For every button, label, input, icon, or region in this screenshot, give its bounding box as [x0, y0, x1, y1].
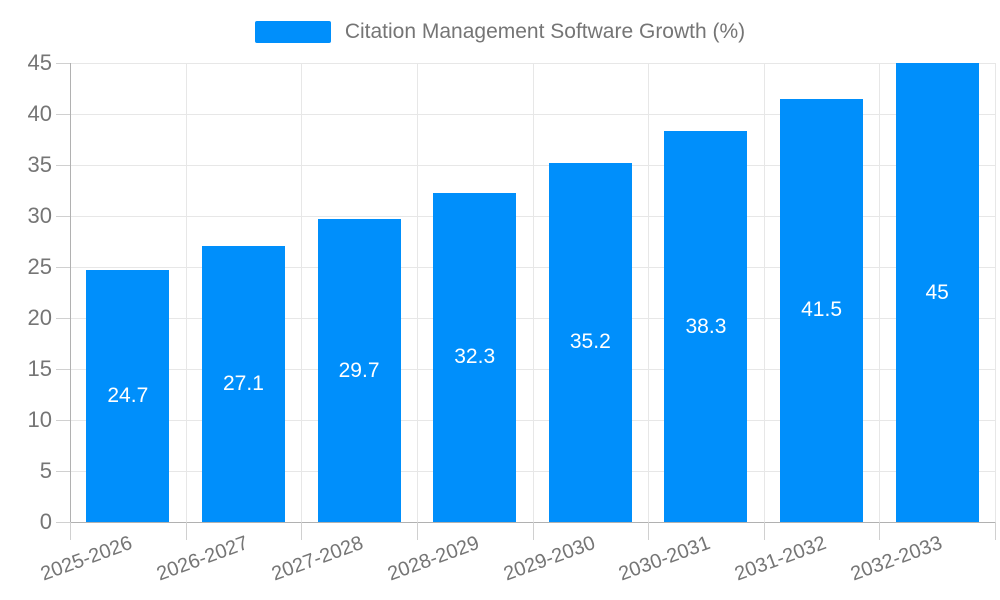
x-axis-label: 2029-2030	[500, 532, 598, 586]
y-axis-label: 30	[27, 203, 52, 228]
x-gridline	[648, 63, 650, 522]
x-tick	[995, 522, 996, 540]
x-tick	[301, 522, 303, 540]
x-axis-label: 2032-2033	[847, 532, 945, 586]
x-tick	[879, 522, 881, 540]
y-axis-label: 10	[27, 407, 52, 432]
y-axis-label: 25	[27, 254, 52, 279]
bar[interactable]	[780, 98, 864, 522]
bar-value-label: 32.3	[454, 345, 496, 369]
x-gridline	[185, 63, 187, 522]
y-axis-label: 40	[27, 101, 52, 126]
y-tick	[56, 216, 70, 217]
bar-value-label: 45	[925, 280, 949, 304]
legend-label[interactable]: Citation Management Software Growth (%)	[344, 20, 746, 43]
y-tick	[56, 267, 70, 268]
legend-swatch[interactable]	[254, 21, 331, 43]
bar[interactable]	[664, 131, 748, 522]
bar[interactable]	[317, 219, 401, 522]
bar-value-label: 27.1	[223, 371, 264, 395]
y-axis-label: 20	[27, 305, 52, 330]
x-tick	[185, 522, 187, 540]
y-tick	[56, 63, 70, 64]
x-tick	[763, 522, 765, 540]
y-axis-label: 15	[27, 356, 52, 381]
bar-value-label: 35.2	[569, 330, 611, 354]
x-axis-label: 2027-2028	[269, 532, 367, 586]
y-axis-line	[70, 63, 71, 522]
bar-value-label: 41.5	[801, 298, 842, 322]
bar[interactable]	[895, 63, 979, 522]
y-tick	[56, 318, 70, 319]
x-gridline	[301, 63, 303, 522]
bar[interactable]	[548, 162, 632, 522]
legend[interactable]: Citation Management Software Growth (%)	[0, 20, 1000, 44]
x-gridline	[995, 63, 996, 522]
x-axis-label: 2026-2027	[153, 532, 251, 586]
y-tick	[56, 522, 70, 523]
x-gridline	[879, 63, 881, 522]
y-tick	[56, 165, 70, 166]
x-tick	[532, 522, 534, 540]
y-axis-label: 5	[39, 458, 52, 483]
y-axis-label: 35	[27, 152, 52, 177]
bar-value-label: 38.3	[685, 314, 727, 338]
y-tick	[56, 114, 70, 115]
y-tick	[56, 369, 70, 370]
x-axis-label: 2025-2026	[37, 532, 136, 586]
x-gridline	[416, 63, 418, 522]
bar[interactable]	[86, 270, 170, 522]
y-axis-label: 0	[39, 509, 52, 534]
bar[interactable]	[433, 192, 517, 522]
y-axis-label: 45	[27, 50, 52, 75]
x-tick	[416, 522, 418, 540]
y-tick	[56, 420, 70, 421]
x-tick	[648, 522, 650, 540]
plot-area: 24.7 27.1 29.7 32.3 35.2 38.3 41.5 45	[70, 63, 996, 522]
x-axis-label: 2030-2031	[616, 532, 714, 586]
x-axis-label: 2028-2029	[384, 532, 483, 586]
bar-value-label: 29.7	[338, 358, 380, 382]
x-tick	[70, 522, 71, 540]
bar[interactable]	[201, 245, 285, 522]
x-gridline	[532, 63, 534, 522]
x-axis-label: 2031-2032	[731, 532, 830, 586]
x-gridline	[763, 63, 765, 522]
bar-value-label: 24.7	[107, 384, 149, 408]
y-tick	[56, 471, 70, 472]
